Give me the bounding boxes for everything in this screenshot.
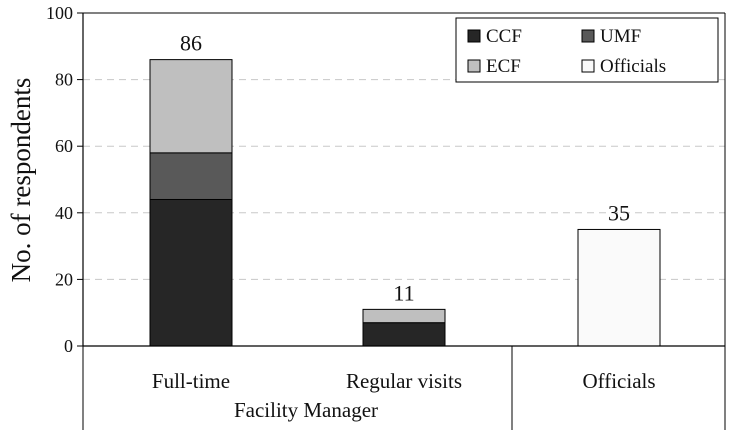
y-tick-label: 0 — [64, 336, 73, 356]
bar-officials-officials — [577, 228, 661, 347]
data-labels: 86 11 35 — [180, 31, 630, 306]
y-axis-title: No. of respondents — [6, 78, 36, 283]
legend-label-umf: UMF — [600, 26, 641, 47]
y-tick-label: 20 — [55, 269, 73, 289]
y-tick-label: 40 — [55, 203, 73, 223]
legend-swatch-ccf — [467, 29, 481, 43]
total-label: 86 — [180, 31, 202, 56]
bar-umf-full-time — [149, 152, 233, 200]
legend-label-ccf: CCF — [486, 26, 522, 47]
category-label: Officials — [582, 369, 655, 393]
category-label: Regular visits — [346, 369, 462, 393]
legend: CCF UMF ECF Officials — [455, 17, 719, 83]
legend-swatch-umf — [581, 29, 595, 43]
gridlines — [77, 12, 725, 347]
total-label: 11 — [393, 280, 414, 305]
group-label: Facility Manager — [234, 398, 378, 422]
axes — [82, 12, 726, 347]
legend-swatch-officials — [581, 59, 595, 73]
bars — [149, 59, 661, 347]
y-tick-label: 60 — [55, 136, 73, 156]
legend-swatch-ecf — [467, 59, 481, 73]
bar-ecf-regular-visits — [362, 308, 446, 324]
y-tick-labels: 0 20 40 60 80 100 — [46, 3, 73, 356]
category-labels: Full-time Regular visits Officials — [82, 346, 726, 430]
bar-ecf-full-time — [149, 59, 233, 154]
y-tick-label: 100 — [46, 3, 73, 23]
category-label: Full-time — [152, 369, 230, 393]
total-label: 35 — [608, 200, 630, 225]
bar-ccf-full-time — [149, 198, 233, 347]
bar-ccf-regular-visits — [362, 322, 446, 347]
legend-label-officials: Officials — [600, 56, 666, 77]
legend-label-ecf: ECF — [486, 56, 521, 77]
y-tick-label: 80 — [55, 70, 73, 90]
